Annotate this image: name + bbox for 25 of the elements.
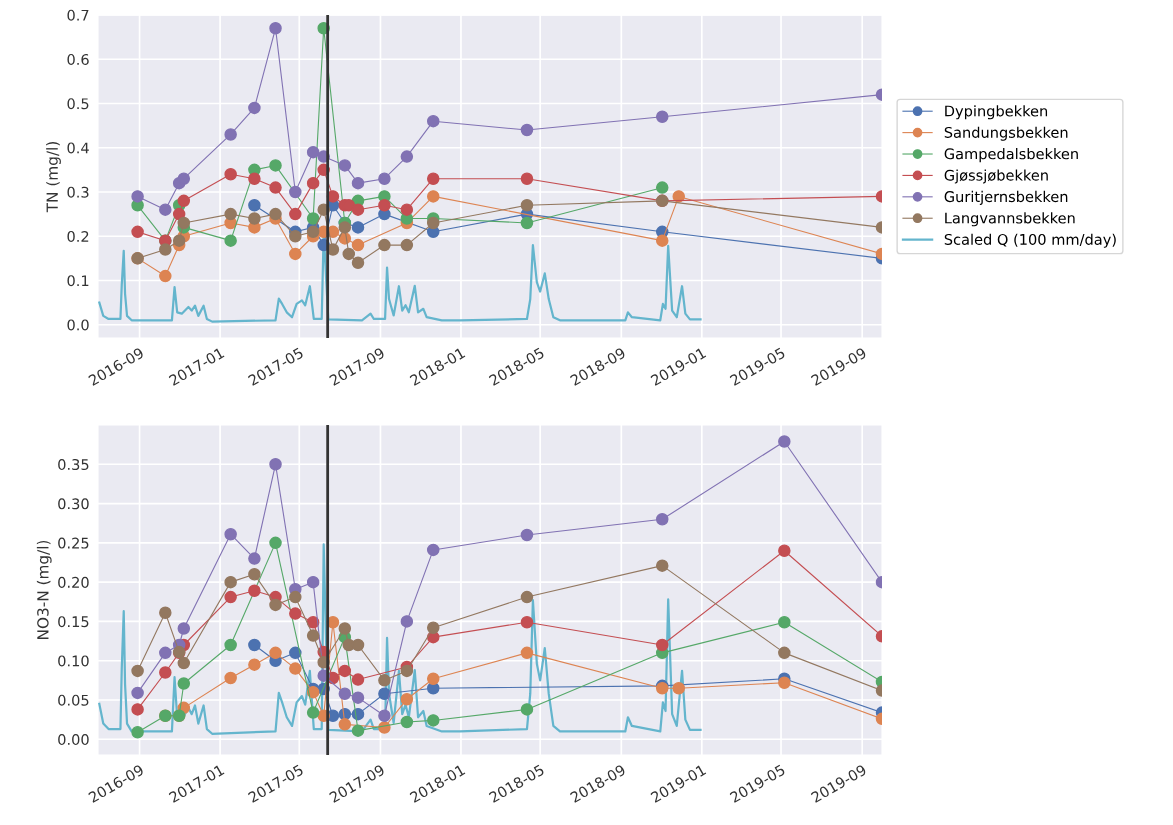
- legend-label: Dypingbekken: [945, 105, 1048, 120]
- y-tick-label: 0.15: [58, 616, 89, 628]
- y-tick-label: 0.4: [67, 142, 89, 154]
- legend-label: Gampedalsbekken: [944, 148, 1078, 163]
- legend-label: Sandungsbekken: [944, 126, 1068, 141]
- y-tick-label: 0.1: [67, 275, 89, 287]
- y-tick-label: 0.2: [67, 230, 89, 242]
- y-tick-label: 0.05: [58, 694, 89, 706]
- y-tick-label: 0.25: [58, 537, 89, 549]
- y-tick-label: 0.7: [67, 9, 89, 21]
- legend-label: Scaled Q (100 mm/day): [944, 233, 1116, 248]
- legend-label: Gjøssjøbekken: [944, 169, 1048, 184]
- y-tick-label: 0.3: [67, 186, 89, 198]
- legend-label: Langvannsbekken: [945, 212, 1075, 227]
- y-tick-label: 0.6: [67, 53, 89, 65]
- y-tick-label: 0.00: [58, 734, 89, 746]
- y-tick-label: 0.0: [67, 319, 89, 331]
- y-tick-label: 0.20: [58, 576, 89, 588]
- y-tick-label: 0.5: [67, 98, 89, 110]
- legend-label: Guritjernsbekken: [944, 190, 1068, 205]
- y-axis-title: NO3-N (mg/l): [36, 540, 52, 639]
- y-axis-title: TN (mg/l): [46, 142, 61, 213]
- y-tick-label: 0.30: [58, 498, 89, 510]
- y-tick-label: 0.35: [58, 459, 89, 471]
- y-tick-label: 0.10: [58, 655, 89, 667]
